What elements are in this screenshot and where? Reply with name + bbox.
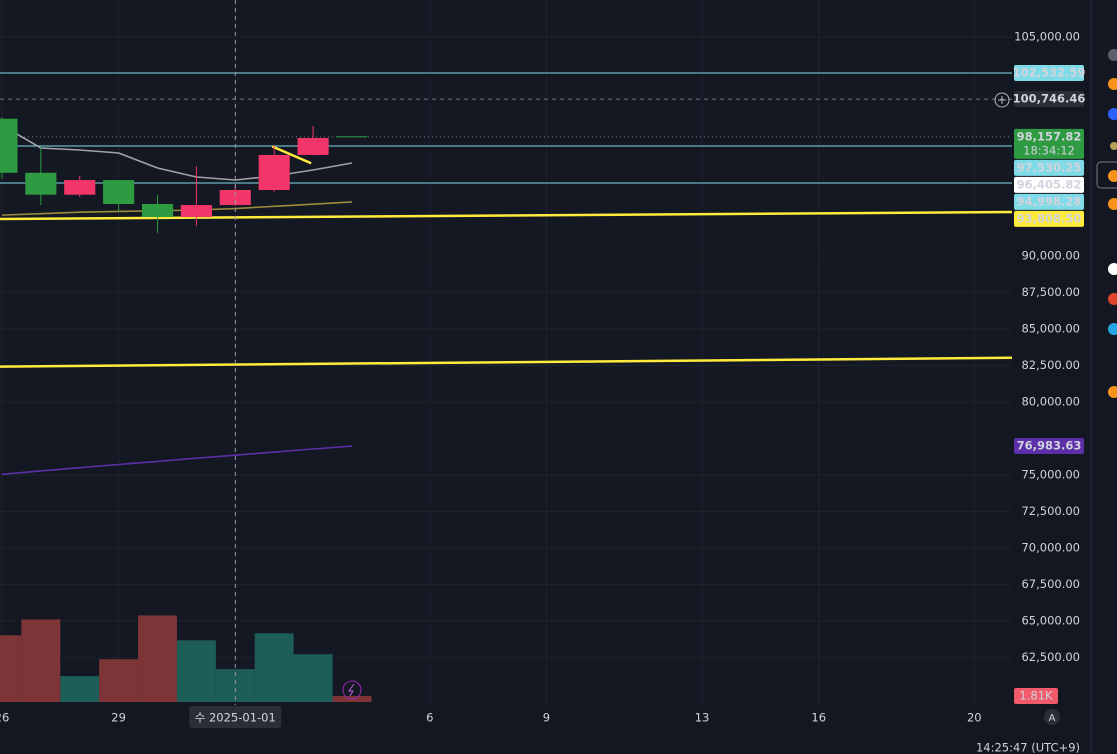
price-label: 93,808.50 [1017, 211, 1082, 225]
icon [1108, 263, 1117, 275]
price-label-bg [1014, 91, 1084, 108]
y-tick-label: 90,000.00 [1021, 248, 1080, 262]
x-tick-label: 9 [543, 711, 550, 725]
countdown: 18:34:12 [1023, 143, 1075, 157]
x-tick-label: 16 [811, 711, 826, 725]
trendline [0, 210, 1012, 221]
moving-average [1, 201, 353, 216]
price-label-bg [1014, 438, 1084, 455]
candle-body [64, 180, 96, 195]
y-tick-label: 85,000.00 [1021, 322, 1080, 336]
icon [1108, 386, 1117, 398]
price-label-bg [1014, 193, 1084, 210]
volume-label-bg [1014, 687, 1058, 704]
price-label-bg [1014, 128, 1084, 159]
auto-scale-button[interactable] [1044, 709, 1060, 725]
add-alert-button[interactable] [994, 92, 1010, 108]
x-tick-label: 20 [967, 711, 982, 725]
y-tick-label: 105,000.00 [1014, 29, 1080, 43]
candle-body [25, 172, 57, 195]
volume-bar [0, 635, 22, 702]
price-label-bg [1014, 176, 1084, 193]
y-tick-label: 80,000.00 [1021, 395, 1080, 409]
trendline [0, 356, 1012, 368]
volume-bar [254, 633, 294, 702]
volume-label: 1.81K [1019, 688, 1053, 702]
y-tick-label: 65,000.00 [1021, 614, 1080, 628]
candle-body [0, 118, 18, 173]
volume-bar [99, 659, 139, 702]
moving-average [1, 445, 353, 476]
candle-body [141, 204, 174, 218]
price-label-bg [1014, 159, 1084, 176]
volume-bar [293, 654, 333, 702]
icon [1110, 142, 1117, 150]
plot-area [0, 0, 1012, 705]
icon [1108, 198, 1117, 210]
y-tick-label: 67,500.00 [1021, 577, 1080, 591]
price-label-bg [1014, 65, 1084, 82]
event-icon[interactable] [342, 680, 362, 700]
icon [1108, 293, 1117, 305]
x-tick-label: 수 2025-01-01 [195, 711, 276, 725]
y-tick-label: 70,000.00 [1021, 541, 1080, 555]
volume-bar [176, 640, 216, 702]
price-label: 94,998.28 [1017, 194, 1082, 208]
icon [1108, 78, 1117, 90]
x-tick-label: 26 [0, 711, 9, 725]
icon [1108, 49, 1117, 61]
candle-body [336, 136, 368, 138]
icon [1108, 108, 1117, 120]
icon [1108, 323, 1117, 335]
candle-body [297, 138, 329, 155]
y-tick-label: 62,500.00 [1021, 650, 1080, 664]
price-label: 76,983.63 [1017, 439, 1082, 453]
price-label: 100,746.46 [1013, 92, 1086, 106]
price-label: 96,405.82 [1017, 177, 1082, 191]
auto-scale-label: A [1049, 713, 1056, 724]
candle-body [258, 154, 290, 191]
candle-body [103, 180, 135, 205]
clock: 14:25:47 (UTC+9) [976, 741, 1080, 754]
y-tick-label: 87,500.00 [1021, 285, 1080, 299]
candle-body [219, 190, 251, 206]
price-label: 102,532.59 [1013, 66, 1086, 80]
price-label: 98,157.82 [1017, 129, 1082, 143]
candle-body [180, 205, 212, 218]
price-label: 97,530.25 [1017, 160, 1082, 174]
x-tick-label: 29 [111, 711, 126, 725]
volume-bar [138, 615, 177, 702]
price-label-bg [1014, 210, 1084, 227]
x-tick-label: 6 [426, 711, 433, 725]
moving-average [1, 124, 353, 181]
trendline [271, 145, 312, 165]
volume-bar [21, 619, 61, 702]
axes: 105,000.00 90,000.00 87,500.00 85,000.00 82,… [0, 29, 1085, 728]
volume-bar [60, 676, 100, 702]
add-alert-icon [998, 96, 1006, 104]
y-tick-label: 72,500.00 [1021, 504, 1080, 518]
plot [0, 0, 1012, 705]
crosshair-x-label-bg [189, 706, 282, 728]
y-tick-label: 75,000.00 [1021, 468, 1080, 482]
x-tick-label: 13 [695, 711, 710, 725]
y-tick-label: 82,500.00 [1021, 358, 1080, 372]
icon [1108, 170, 1117, 182]
event-bolt [348, 683, 355, 697]
selected-row[interactable] [1096, 161, 1117, 189]
side-panel-icons [1096, 49, 1117, 398]
